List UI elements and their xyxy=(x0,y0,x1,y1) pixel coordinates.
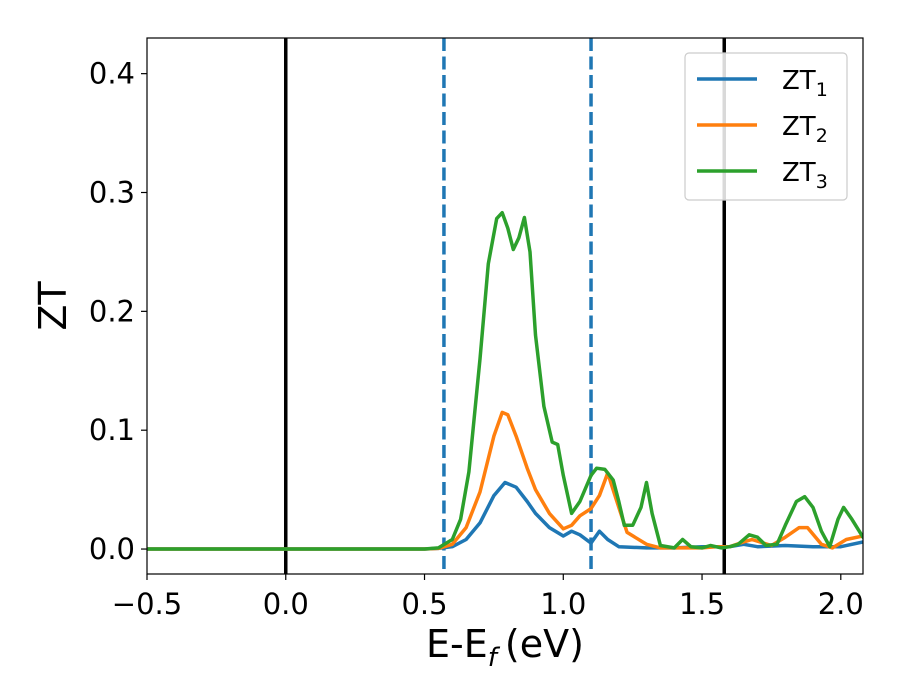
legend-label-zt1: ZT1 xyxy=(782,66,828,101)
y-tick-label: 0.2 xyxy=(89,294,135,328)
legend-label-main: ZT xyxy=(782,158,816,188)
x-axis-label-main: E-E xyxy=(426,622,488,666)
x-axis-label: E-Ef (eV) xyxy=(426,622,584,673)
legend-label-subscript: 2 xyxy=(816,125,828,147)
x-axis-ticks: −0.5 0.0 0.5 1.0 1.5 2.0 xyxy=(112,574,864,621)
legend-label-zt3: ZT3 xyxy=(782,158,828,193)
y-axis-label: ZT xyxy=(31,281,75,331)
series-line-zt3 xyxy=(147,210,863,551)
series-layer xyxy=(147,210,863,551)
legend-label-main: ZT xyxy=(782,66,816,96)
legend-label-zt2: ZT2 xyxy=(782,112,828,147)
x-tick-label: −0.5 xyxy=(112,587,182,621)
x-tick-label: 0.5 xyxy=(401,587,447,621)
x-tick-label: 1.0 xyxy=(540,587,586,621)
vertical-reference-lines xyxy=(284,38,726,574)
x-tick-label: 0.0 xyxy=(263,587,309,621)
legend-label-subscript: 3 xyxy=(816,171,828,193)
legend-label-subscript: 1 xyxy=(816,79,828,101)
y-tick-label: 0.0 xyxy=(89,532,135,566)
legend-box xyxy=(684,52,848,201)
x-tick-label: 2.0 xyxy=(818,587,864,621)
y-tick-label: 0.1 xyxy=(89,413,135,447)
legend-label-main: ZT xyxy=(782,112,816,142)
axes-frame xyxy=(146,37,864,575)
series-line-zt2 xyxy=(147,410,863,551)
x-axis-label-subscript: f xyxy=(488,643,501,673)
x-tick-label: 1.5 xyxy=(679,587,725,621)
y-tick-label: 0.3 xyxy=(89,176,135,210)
x-axis-label-unit: (eV) xyxy=(505,622,584,666)
series-line-zt1 xyxy=(147,480,863,551)
y-axis-ticks: 0.0 0.1 0.2 0.3 0.4 xyxy=(89,57,147,566)
y-tick-label: 0.4 xyxy=(89,57,135,91)
